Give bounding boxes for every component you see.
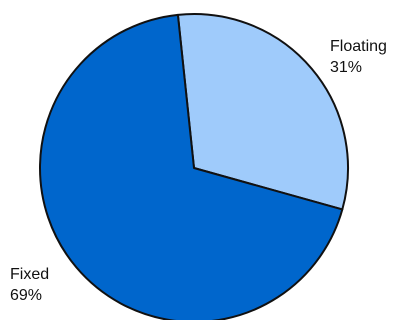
pie-slice-floating xyxy=(176,13,349,211)
slice-label-floating-value: 31% xyxy=(330,59,363,76)
slice-label-fixed: Fixed 69% xyxy=(10,264,49,306)
slice-label-floating: Floating 31% xyxy=(330,36,387,78)
slice-label-fixed-name: Fixed xyxy=(10,266,50,283)
slice-label-fixed-value: 69% xyxy=(10,287,43,304)
slice-label-floating-name: Floating xyxy=(330,38,387,55)
pie-slice-fixed xyxy=(39,13,344,320)
